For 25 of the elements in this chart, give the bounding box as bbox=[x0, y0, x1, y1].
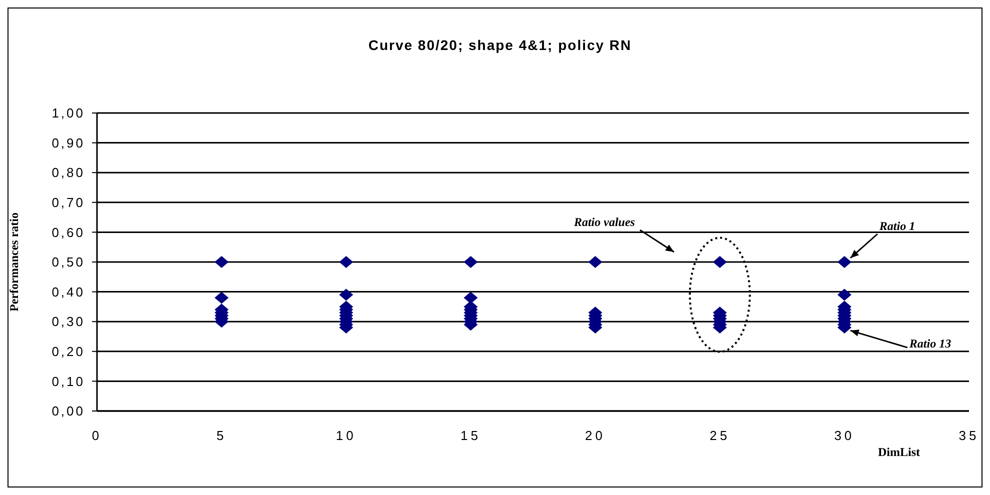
y-axis-title: Performances ratio bbox=[7, 212, 21, 312]
x-tick-label: 10 bbox=[336, 428, 356, 443]
y-tick-label: 0,20 bbox=[52, 344, 85, 359]
x-tick-label: 5 bbox=[216, 428, 227, 443]
y-tick-label: 0,30 bbox=[52, 314, 85, 330]
y-tick-label: 0,40 bbox=[52, 284, 85, 300]
y-tick-label: 0,80 bbox=[52, 165, 85, 180]
y-tick-label: 0,10 bbox=[52, 374, 85, 389]
x-tick-label: 0 bbox=[92, 428, 102, 443]
y-tick-label: 0,50 bbox=[52, 254, 85, 270]
annotation: Ratio values bbox=[572, 215, 636, 230]
x-tick-label: 30 bbox=[834, 428, 855, 443]
y-tick-label: 0,60 bbox=[52, 224, 85, 240]
x-tick-label: 20 bbox=[585, 428, 606, 443]
y-tick-label: 0,90 bbox=[52, 135, 85, 150]
x-tick-label: 35 bbox=[958, 428, 980, 443]
annotation: Ratio 1 bbox=[878, 219, 916, 233]
x-axis-title: DimList bbox=[878, 445, 920, 459]
y-tick-label: 0,70 bbox=[52, 194, 85, 210]
x-tick-label: 25 bbox=[710, 428, 730, 443]
y-tick-label: 1,00 bbox=[52, 106, 85, 121]
annotation: Ratio 13 bbox=[908, 336, 952, 351]
y-tick-label: 0,00 bbox=[52, 404, 85, 419]
chart-title: Curve 80/20; shape 4&1; policy RN bbox=[368, 37, 632, 53]
x-tick-label: 15 bbox=[460, 428, 481, 443]
